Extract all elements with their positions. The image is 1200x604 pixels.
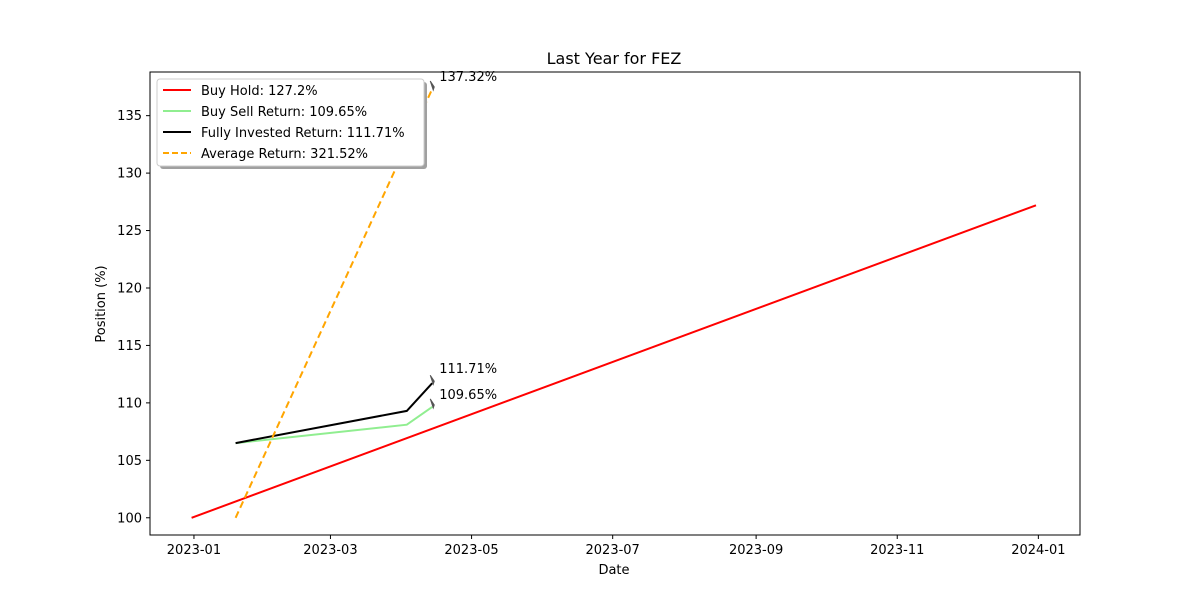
annotation-label: 109.65% (439, 388, 497, 403)
legend-box (156, 78, 425, 167)
y-tick-label: 135 (117, 109, 142, 124)
plot-lines (191, 88, 1037, 519)
annotations: 137.32% 111.71% 109.65% (429, 70, 497, 410)
x-tick-label: 2023-11 (870, 543, 924, 558)
plot-frame (149, 71, 1081, 536)
series-line (234, 88, 434, 519)
y-tick-label: 125 (117, 224, 142, 239)
x-tick-label: 2023-07 (586, 543, 640, 558)
annotation-label: 111.71% (439, 362, 497, 377)
y-tick-label: 100 (117, 511, 142, 526)
series-line (235, 406, 433, 445)
y-tick-label: 130 (117, 167, 142, 182)
x-tick-label: 2023-01 (167, 543, 221, 558)
annotation-marker (429, 80, 435, 92)
x-tick-label: 2023-09 (729, 543, 783, 558)
axis-ticks: 2023-01 2023-03 2023-05 2023-07 2023-09 2023-… (117, 109, 1065, 558)
y-tick-label: 110 (117, 396, 142, 411)
y-tick-label: 115 (117, 339, 142, 354)
legend-entry: Fully Invested Return: 111.71% (201, 126, 405, 141)
y-tick-label: 105 (117, 454, 142, 469)
legend-entry: Average Return: 321.52% (201, 147, 368, 162)
chart-title: Last Year for FEZ (547, 49, 682, 68)
x-tick-label: 2023-05 (444, 543, 498, 558)
y-tick-label: 120 (117, 281, 142, 296)
annotation-label: 137.32% (439, 70, 497, 85)
annotation-marker (429, 374, 435, 386)
x-axis-label: Date (598, 563, 629, 578)
legend-entry: Buy Hold: 127.2% (201, 84, 318, 99)
x-tick-label: 2024-01 (1011, 543, 1065, 558)
annotation-marker (429, 398, 435, 410)
legend-entry: Buy Sell Return: 109.65% (201, 105, 367, 120)
y-axis-label: Position (%) (94, 265, 109, 342)
x-tick-label: 2023-03 (303, 543, 357, 558)
series-line (191, 204, 1037, 519)
series-line (235, 382, 433, 445)
legend: Buy Hold: 127.2% Buy Sell Return: 109.65%… (156, 78, 427, 169)
